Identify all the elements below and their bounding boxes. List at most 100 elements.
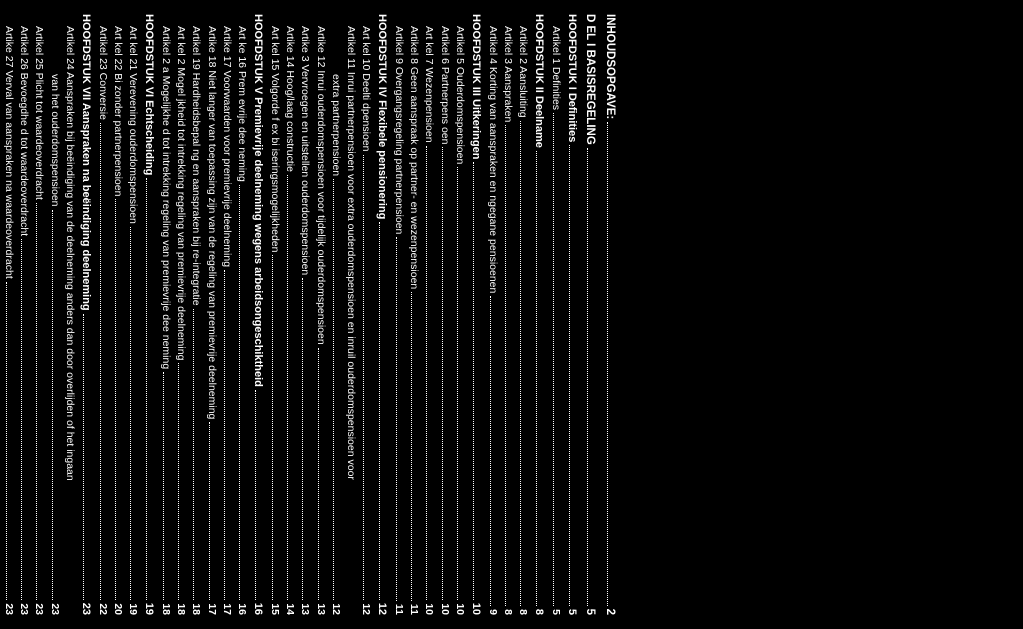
toc-leader-dots [363,155,364,601]
toc-page-number: 19 [141,603,156,615]
toc-label: HOOFDSTUK III Uitkeringen [468,14,483,159]
toc-label: HOOFDSTUK II Deelname [531,14,546,148]
toc-entry: Art kel 7 Wezenpensioen10 [422,14,436,615]
toc-leader-dots [411,292,412,601]
toc-page-number: 15 [268,603,282,615]
toc-page-number: 10 [468,603,483,615]
toc-label: Artikel 1 Definities [549,26,563,110]
toc-entry: Artikel 25 Plicht tot waardeoverdracht23 [32,14,46,615]
toc-label: Artikel 8 Geen aanspraak op partner- en … [407,26,421,289]
toc-page-number: 5 [549,609,563,615]
toc-label: Art kel 15 Volgorde f ex bi iseringsmoge… [268,26,282,252]
toc-page-number: 23 [47,603,61,615]
toc-page-number: 10 [422,603,436,615]
toc-label: Artike 14 Hoog/laag constructie [283,26,297,172]
toc-page-number: 17 [220,603,234,615]
toc-entry: Artike 12 Inrui ouderdomspensioen voor t… [313,14,327,615]
toc-page-number: 11 [407,604,421,615]
toc-page-number: 22 [96,603,110,615]
toc-page-number: 19 [126,603,140,615]
toc-leader-dots [505,125,506,606]
toc-page-number: 18 [174,603,188,615]
toc-label: Artike 28 Inkomende waardeoverdracht [0,26,1,209]
toc-entry: HOOFDSTUK VII Aanspraken na beëindiging … [78,14,93,615]
toc-label: Artikel 11 Inrui partnerpensioen voor ex… [344,26,358,480]
toc-entry: Artike 27 Verval van aanspraken na waard… [2,14,16,615]
toc-leader-dots [224,270,225,600]
toc-leader-dots [587,148,588,606]
toc-entry: Art kel 21 Verevening ouderdomspensioen 1… [126,14,140,615]
toc-entry: Artikel 8 Geen aanspraak op partner- en … [407,14,421,615]
toc-entry: HOOFDSTUK II Deelname 8 [531,14,546,615]
toc-page-number: 16 [235,603,249,615]
toc-leader-dots [255,390,256,600]
toc-entry: Artikel 24 Aanspraken bij beëindiging va… [63,14,77,615]
toc-entry: INHOUDSOPGAVE: 2 [601,14,617,615]
toc-page-number: 18 [189,603,203,615]
toc-label: HOOFDSTUK I Definities [564,14,579,142]
toc-page-number: 8 [501,609,515,615]
toc-label: Art kel 22 Bi zonder partnerpensioen [111,26,125,196]
toc-label: INHOUDSOPGAVE: [601,14,617,119]
toc-leader-dots [193,309,194,601]
toc-entry: Artike 14 Hoog/laag constructie 14 [283,14,297,615]
toc-label: Artikel 6 Partnerpens oen [437,26,451,144]
toc-leader-dots [21,239,22,600]
toc-leader-dots [100,123,101,600]
toc-leader-dots [163,372,164,600]
toc-page-number: 18 [159,603,173,615]
toc-label: Artike 27 Verval van aanspraken na waard… [2,26,16,279]
toc-page-number: 12 [329,603,343,615]
toc-label: Artikel 25 Plicht tot waardeoverdracht [32,26,46,200]
toc-page-number: 14 [283,603,297,615]
toc-page-number: 13 [313,603,327,615]
toc-entry: D EL I BASISREGELING5 [582,14,598,615]
toc-label: HOOFDSTUK VII Aanspraken na beëindiging … [78,14,93,311]
toc-leader-dots [396,237,397,601]
toc-label: Artikel 19 Hardheidsbepal ng en aansprak… [189,26,203,306]
toc-leader-dots [272,255,273,600]
toc-label: Art kel 10 Deelti dpensioen [359,26,373,152]
toc-label: D EL I BASISREGELING [582,14,598,145]
toc-page-number: 23 [17,603,31,615]
toc-label: Artikel 9 Overgangsregeling partnerpensi… [392,26,406,234]
toc-entry: van het ouderdomspensioen 23 [47,14,61,615]
toc-page-number: 2 [601,609,617,615]
toc-page-number: 23 [2,603,16,615]
toc-label: van het ouderdomspensioen [47,74,61,207]
toc-label: Artike 12 Inrui ouderdomspensioen voor t… [313,26,327,345]
toc-entry: Artikel 6 Partnerpens oen10 [437,14,451,615]
toc-entry: HOOFDSTUK IV Flexibele pensionering12 [374,14,389,615]
toc-label: Art kel 21 Verevening ouderdomspensioen [126,26,140,224]
toc-label: HOOFDSTUK VI Echtscheiding [141,14,156,175]
toc-entry: Artike 18 Niet langer van toepassing zij… [204,14,218,615]
toc-entry: Artikel 1 Definities 5 [549,14,563,615]
toc-page-number: 8 [531,609,546,615]
toc-label: Artikel 24 Aanspraken bij beëindiging va… [63,26,77,481]
toc-entry: Artikel 9 Overgangsregeling partnerpensi… [392,14,406,615]
toc-label: Artikel 3 Aanspraken [501,26,515,122]
toc-label: Artikel 4 Korting van aanspraken en ngeg… [486,26,500,293]
toc-leader-dots [36,203,37,600]
toc-label: Artikel 2 a Mogelijkhe d tot intrekking … [159,26,173,369]
toc-leader-dots [6,282,7,601]
toc-entry: HOOFDSTUK V Premievrije deelneming wegen… [250,14,265,615]
toc-leader-dots [536,151,537,606]
toc-leader-dots [287,175,288,600]
toc-label: HOOFDSTUK V Premievrije deelneming wegen… [250,14,265,387]
toc-leader-dots [115,199,116,600]
toc-leader-dots [442,147,443,600]
toc-label: Art kel 2 Mogel jkheid tot intrekking re… [174,26,188,360]
toc-page: INHOUDSOPGAVE:2D EL I BASISREGELING5HOOF… [0,0,629,629]
toc-page-number: 5 [564,609,579,615]
toc-entry: Artike 28 Inkomende waardeoverdracht24 [0,14,1,615]
toc-entry: Artikel 2 a Mogelijkhe d tot intrekking … [159,14,173,615]
toc-leader-dots [607,122,608,605]
toc-leader-dots [146,178,147,599]
toc-page-number: 20 [111,603,125,615]
toc-page-number: 17 [204,603,218,615]
toc-entry: extra partnerpensioen12 [329,14,343,615]
toc-page-number: 9 [486,609,500,615]
toc-leader-dots [520,121,521,607]
toc-entry: Artikel 3 Aanspraken 8 [501,14,515,615]
